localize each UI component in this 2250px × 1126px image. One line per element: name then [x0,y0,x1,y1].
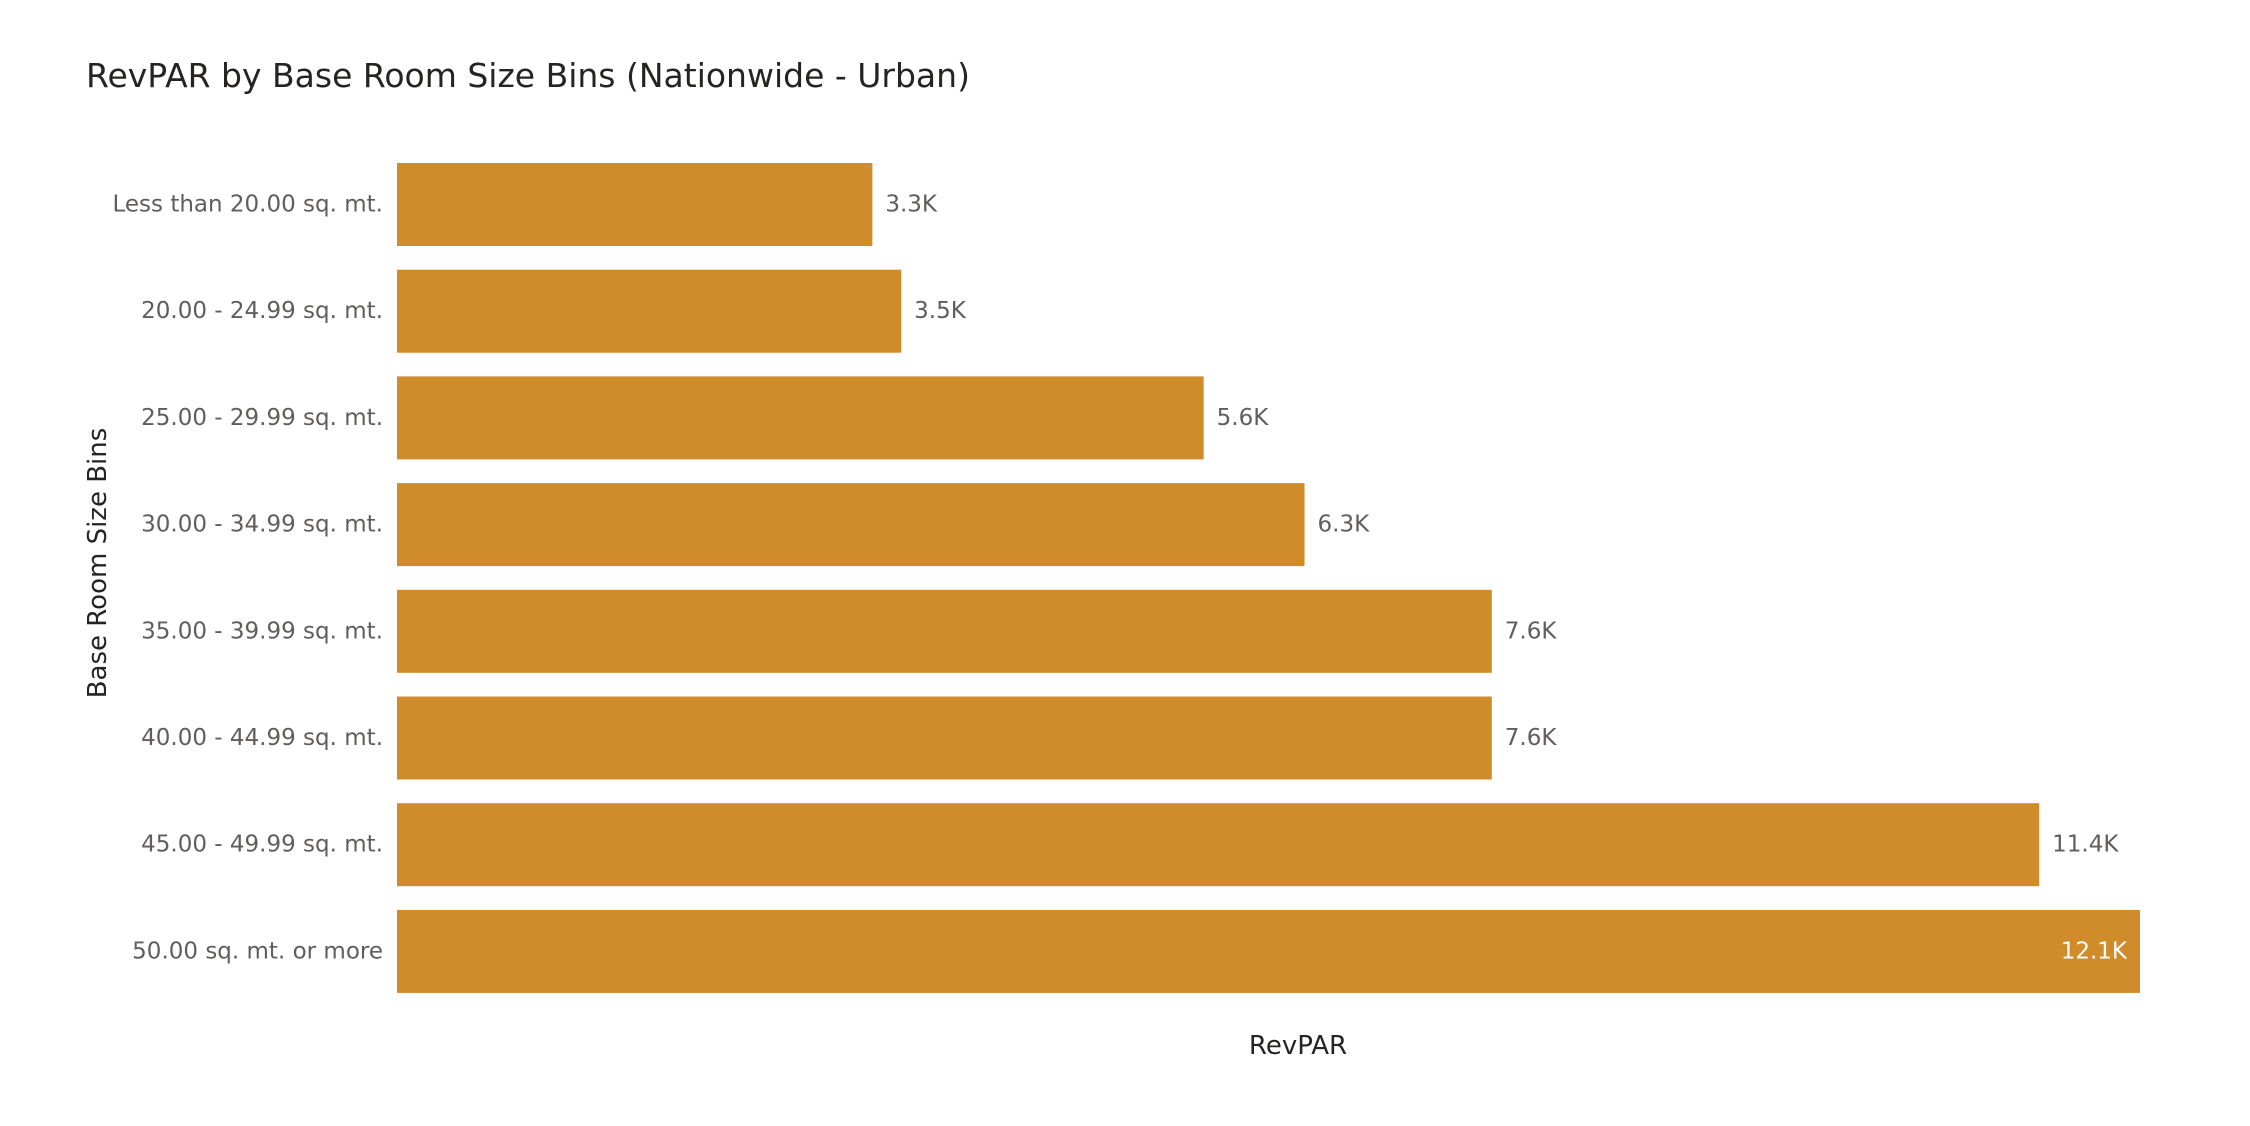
x-axis-title: RevPAR [1249,1031,1347,1061]
bar [397,483,1305,567]
data-label: 3.5K [914,298,967,324]
y-tick-label: 20.00 - 24.99 sq. mt. [141,298,383,324]
y-axis-title: Base Room Size Bins [83,428,113,699]
data-label: 5.6K [1217,405,1270,431]
y-tick-label: 35.00 - 39.99 sq. mt. [141,618,383,644]
chart-title: RevPAR by Base Room Size Bins (Nationwid… [86,56,970,95]
y-tick-label: Less than 20.00 sq. mt. [112,192,383,218]
bars-group [397,163,2140,993]
data-label: 7.6K [1505,618,1558,644]
data-labels: 3.3K 3.5K 5.6K 6.3K 7.6K 7.6K 11.4K 12.1K [885,192,2128,965]
bar [397,376,1204,460]
data-label: 11.4K [2052,832,2119,858]
bar [397,909,2140,993]
data-label: 6.3K [1318,512,1371,538]
y-tick-label: 40.00 - 44.99 sq. mt. [141,725,383,751]
data-label: 12.1K [2061,938,2128,964]
y-tick-label: 45.00 - 49.99 sq. mt. [141,832,383,858]
bar [397,269,902,353]
data-label: 3.3K [885,192,938,218]
bar [397,589,1492,673]
bar [397,696,1492,780]
y-tick-label: 50.00 sq. mt. or more [132,938,383,964]
y-tick-label: 30.00 - 34.99 sq. mt. [141,512,383,538]
data-label: 7.6K [1505,725,1558,751]
y-tick-labels: Less than 20.00 sq. mt. 20.00 - 24.99 sq.… [112,192,383,965]
y-tick-label: 25.00 - 29.99 sq. mt. [141,405,383,431]
bar [397,803,2040,887]
bar [397,163,873,246]
